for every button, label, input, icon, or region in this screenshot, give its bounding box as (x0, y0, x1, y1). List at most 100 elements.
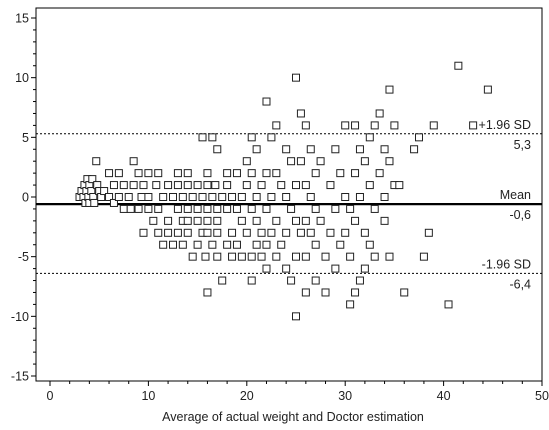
reference-label-2: Mean (500, 188, 531, 202)
data-point (149, 216, 158, 225)
data-point (247, 169, 256, 178)
data-point (247, 276, 256, 285)
data-point (247, 133, 256, 142)
data-point (331, 264, 340, 273)
data-point (292, 216, 300, 225)
data-point (232, 204, 241, 213)
data-point (213, 204, 222, 213)
data-point (193, 181, 202, 190)
data-point (154, 228, 163, 237)
data-point (92, 157, 101, 166)
data-point (306, 145, 315, 154)
data-point (173, 181, 182, 190)
data-point (193, 240, 202, 249)
x-tick-label: 30 (338, 389, 352, 403)
data-point (267, 133, 276, 142)
data-point (247, 204, 256, 213)
data-point (228, 193, 237, 201)
data-point (119, 204, 128, 213)
data-point (218, 276, 227, 285)
data-point (360, 264, 369, 273)
data-point (429, 121, 438, 130)
data-point (223, 181, 232, 190)
data-point (257, 181, 266, 190)
data-point (375, 109, 384, 118)
data-point (173, 228, 182, 237)
data-point (213, 252, 222, 261)
data-point (272, 169, 281, 178)
data-point (203, 204, 212, 213)
data-point (380, 193, 389, 201)
data-point (237, 252, 246, 261)
data-point (90, 198, 99, 207)
data-point (277, 181, 286, 190)
data-point (164, 228, 173, 237)
data-point (316, 216, 325, 225)
data-point (154, 204, 163, 213)
data-point (159, 193, 168, 201)
data-point (203, 288, 212, 297)
data-point (208, 133, 217, 142)
data-point (183, 228, 192, 237)
data-point (311, 276, 320, 285)
data-point (129, 181, 138, 190)
data-point (262, 204, 271, 213)
data-point (400, 288, 409, 297)
plot-frame (35, 7, 543, 382)
data-point (301, 181, 310, 190)
data-point (326, 228, 335, 237)
y-tick-label: 5 (22, 131, 29, 145)
data-point (137, 193, 146, 201)
data-point (213, 228, 222, 237)
data-point (100, 187, 109, 196)
data-point (152, 181, 161, 190)
data-point (355, 193, 364, 201)
data-point (351, 121, 360, 130)
data-point (292, 312, 300, 321)
data-point (296, 157, 305, 166)
data-point (159, 240, 168, 249)
y-tick-label: 15 (15, 12, 29, 26)
data-point (415, 133, 423, 142)
data-point (252, 145, 261, 154)
data-point (188, 252, 197, 261)
data-point (360, 157, 369, 166)
data-point (385, 252, 394, 261)
data-point (380, 145, 389, 154)
data-point (385, 157, 394, 166)
data-point (292, 73, 300, 82)
data-point (311, 240, 320, 249)
data-point (228, 252, 237, 261)
data-point (454, 61, 463, 70)
data-point (173, 169, 182, 178)
data-point (483, 85, 492, 94)
data-point (105, 193, 114, 201)
data-point (242, 181, 251, 190)
data-point (336, 169, 345, 178)
data-point (346, 252, 355, 261)
data-point (119, 181, 128, 190)
data-point (213, 216, 222, 225)
data-point (252, 240, 261, 249)
data-point (346, 204, 355, 213)
data-point (223, 204, 232, 213)
data-point (188, 193, 197, 201)
data-point (306, 228, 315, 237)
data-point (237, 193, 246, 201)
data-point (247, 252, 256, 261)
data-point (385, 85, 394, 94)
x-tick-label: 0 (47, 389, 54, 403)
data-point (321, 288, 330, 297)
data-point (301, 252, 310, 261)
data-point (144, 193, 153, 201)
data-point (211, 181, 220, 190)
data-point (228, 228, 237, 237)
data-point (306, 193, 315, 201)
y-tick-label: -10 (11, 310, 29, 324)
data-point (193, 204, 202, 213)
reference-label-1: +1.96 SD (479, 118, 531, 132)
data-point (282, 145, 291, 154)
data-point (272, 216, 281, 225)
data-point (262, 169, 271, 178)
data-point (341, 193, 350, 201)
